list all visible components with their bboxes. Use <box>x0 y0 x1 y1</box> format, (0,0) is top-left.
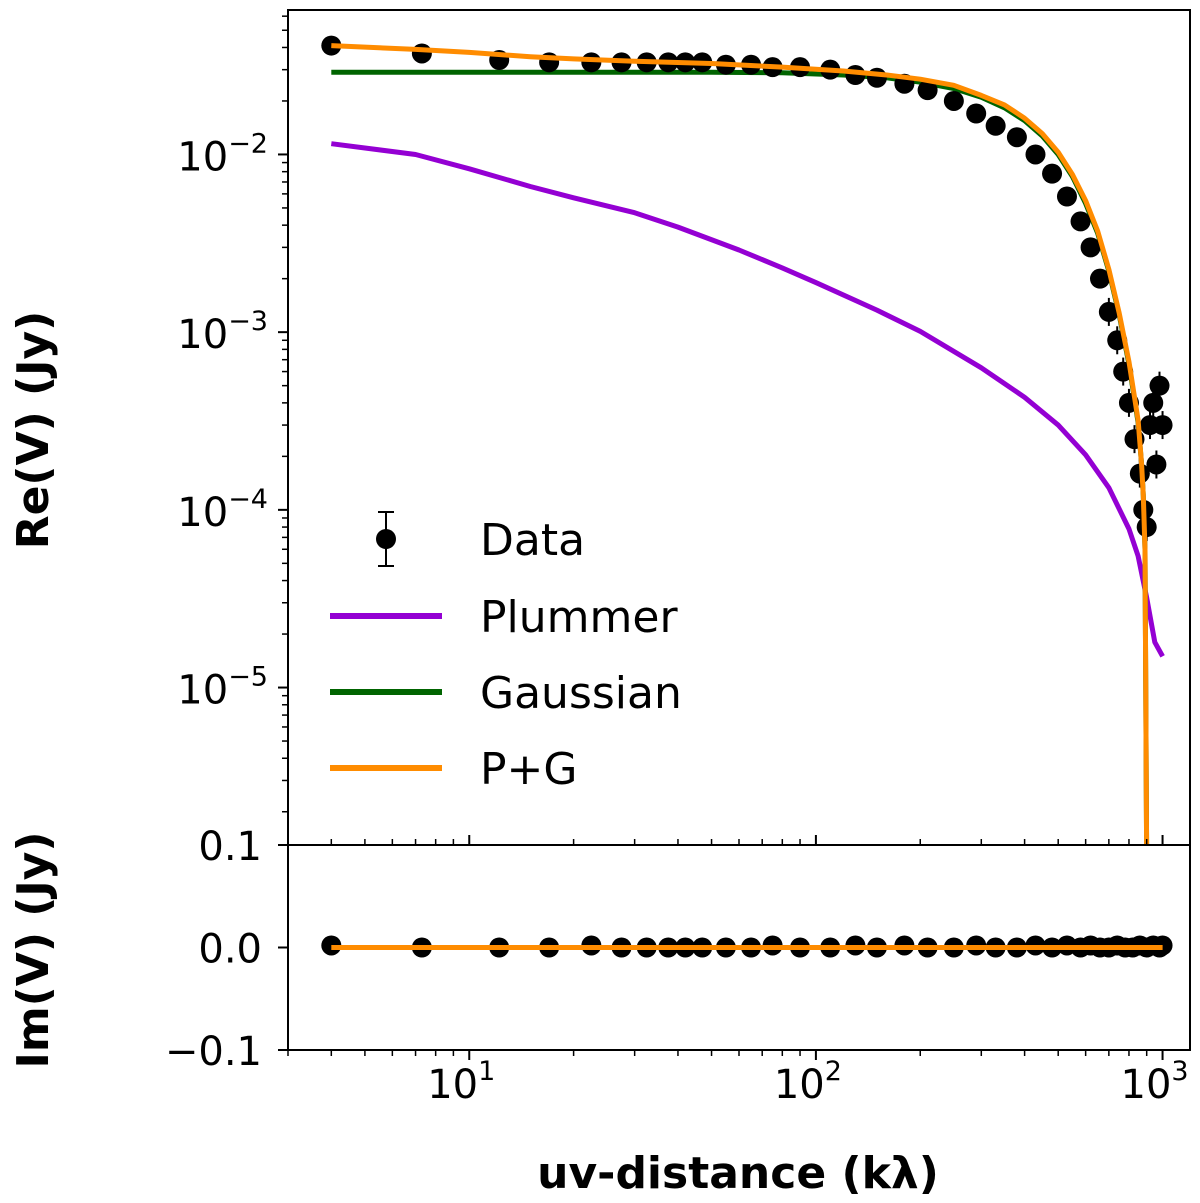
bottom-ytick-label: 0.0 <box>198 927 262 973</box>
top-data-point <box>943 90 964 111</box>
top-data-marker <box>966 103 987 124</box>
legend-item-gaussian: Gaussian <box>330 668 682 719</box>
top-data-marker <box>985 115 1006 136</box>
legend-item-pg: P+G <box>330 744 578 795</box>
top-data-point <box>1025 144 1046 165</box>
top-series-pg-line <box>331 43 1150 845</box>
top-data-point <box>1080 237 1101 258</box>
top-data-point <box>966 103 987 124</box>
top-data-marker <box>1070 211 1091 232</box>
top-data-point <box>1146 450 1167 479</box>
top-ylabel-text: Re(V) (Jy) <box>8 311 59 550</box>
legend-item-plummer: Plummer <box>330 592 678 643</box>
top-panel: 10−2 10−3 10−4 10−5 Re(V) (Jy) <box>8 9 1191 846</box>
top-data-point <box>1042 163 1063 184</box>
top-data-marker <box>1025 144 1046 165</box>
bottom-y-ticks: 0.1 0.0 −0.1 <box>165 824 288 1075</box>
top-ytick-label: 10−5 <box>177 662 268 714</box>
top-data-marker <box>1149 375 1170 396</box>
top-ytick-label: 10−3 <box>177 306 268 358</box>
legend-label-gaussian: Gaussian <box>480 668 682 719</box>
legend-item-data: Data <box>376 511 585 567</box>
top-data-marker <box>917 80 938 101</box>
top-data-point <box>985 115 1006 136</box>
top-data-point <box>1056 186 1077 207</box>
top-ytick-label: 10−2 <box>177 128 268 180</box>
top-data-point <box>1006 127 1027 148</box>
legend-label-data: Data <box>480 515 585 566</box>
bottom-ytick-label: 0.1 <box>198 824 262 870</box>
top-series-plummer-line <box>330 141 1165 658</box>
top-data-marker <box>1042 163 1063 184</box>
bottom-series-layer <box>321 935 1173 958</box>
top-data-point <box>1089 268 1110 289</box>
top-series-layer <box>321 35 1173 845</box>
bottom-ylabel-text: Im(V) (Jy) <box>8 831 59 1068</box>
top-data-point <box>1070 211 1091 232</box>
top-data-point <box>1152 411 1173 440</box>
legend: Data Plummer Gaussian P+G <box>330 511 682 795</box>
legend-label-pg: P+G <box>480 744 578 795</box>
top-data-marker <box>1089 268 1110 289</box>
top-data-marker <box>866 67 887 88</box>
top-data-point <box>866 67 887 88</box>
top-data-point <box>917 80 938 101</box>
top-data-marker <box>1152 415 1173 436</box>
x-axis-label: uv-distance (kλ) <box>537 1148 939 1199</box>
xtick-label: 101 <box>427 1056 495 1108</box>
top-data-marker <box>1006 127 1027 148</box>
bottom-ytick-label: −0.1 <box>165 1029 262 1075</box>
bottom-y-axis-label: Im(V) (Jy) <box>8 831 59 1068</box>
top-data-marker <box>1098 301 1119 322</box>
top-series-gaussian-line <box>331 69 1150 845</box>
xtick-label: 103 <box>1121 1056 1189 1108</box>
top-data-marker <box>1146 454 1167 475</box>
top-data-point <box>411 43 432 64</box>
top-y-ticks: 10−2 10−3 10−4 10−5 <box>177 15 288 813</box>
top-y-axis-label: Re(V) (Jy) <box>8 311 59 550</box>
bottom-panel: 0.1 0.0 −0.1 Im(V) (Jy) <box>8 824 1191 1075</box>
top-data-marker <box>1080 237 1101 258</box>
top-data-marker <box>411 43 432 64</box>
top-data-marker <box>1143 392 1164 413</box>
top-data-marker <box>1056 186 1077 207</box>
top-data-point <box>1143 388 1164 417</box>
top-data-point <box>1098 297 1119 326</box>
top-data-marker <box>943 90 964 111</box>
top-ytick-label: 10−4 <box>177 484 268 536</box>
legend-label-plummer: Plummer <box>480 592 678 643</box>
top-panel-frame <box>287 9 1191 846</box>
xtick-label: 102 <box>774 1056 842 1108</box>
x-axis-ticks: 101 102 103 <box>287 835 1189 1108</box>
legend-data-marker <box>376 529 396 549</box>
top-data-point <box>1149 371 1170 400</box>
